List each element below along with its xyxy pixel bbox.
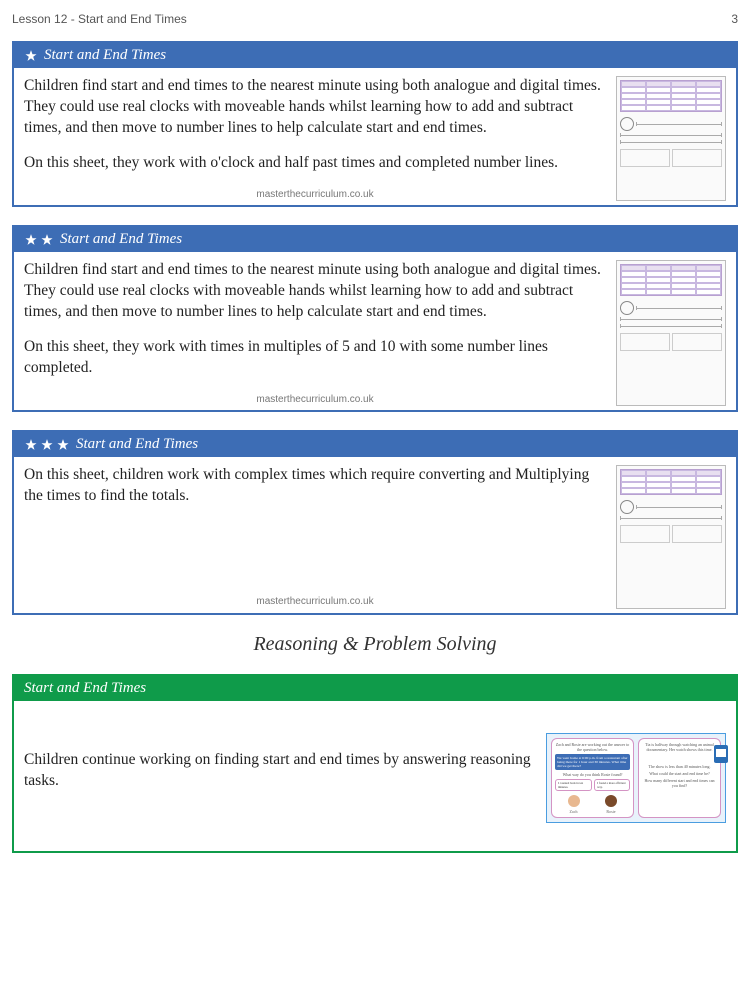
footer-watermark: masterthecurriculum.co.uk bbox=[24, 393, 606, 407]
avatar-icon bbox=[605, 795, 617, 807]
page-header: Lesson 12 - Start and End Times 3 bbox=[12, 12, 738, 26]
star-icon bbox=[56, 438, 70, 452]
avatar-icon bbox=[568, 795, 580, 807]
star-icon bbox=[24, 49, 38, 63]
lesson-title: Lesson 12 - Start and End Times bbox=[12, 12, 187, 26]
worksheet-thumbnail bbox=[616, 465, 726, 608]
card-text: Children continue working on finding sta… bbox=[24, 750, 536, 806]
card-header: Start and End Times bbox=[14, 43, 736, 68]
star-icon bbox=[24, 438, 38, 452]
card-header: Start and End Times bbox=[14, 432, 736, 457]
card-3star: Start and End Times On this sheet, child… bbox=[12, 430, 738, 614]
footer-watermark: masterthecurriculum.co.uk bbox=[24, 595, 606, 609]
star-rating bbox=[24, 49, 38, 63]
card-text: On this sheet, children work with comple… bbox=[24, 465, 606, 608]
card-reasoning: Start and End Times Children continue wo… bbox=[12, 674, 738, 853]
star-icon bbox=[40, 233, 54, 247]
card-header: Start and End Times bbox=[14, 227, 736, 252]
card-title: Start and End Times bbox=[24, 680, 146, 697]
star-icon bbox=[40, 438, 54, 452]
card-title: Start and End Times bbox=[76, 436, 198, 453]
card-2star: Start and End Times Children find start … bbox=[12, 225, 738, 412]
card-text: Children find start and end times to the… bbox=[24, 76, 606, 201]
star-rating bbox=[24, 438, 70, 452]
star-rating bbox=[24, 233, 54, 247]
reasoning-thumbnail: Zach and Rosie are working out the answe… bbox=[546, 733, 726, 823]
footer-watermark: masterthecurriculum.co.uk bbox=[24, 188, 606, 202]
section-title: Reasoning & Problem Solving bbox=[12, 633, 738, 656]
page-number: 3 bbox=[731, 12, 738, 26]
star-icon bbox=[24, 233, 38, 247]
worksheet-thumbnail bbox=[616, 260, 726, 406]
card-1star: Start and End Times Children find start … bbox=[12, 41, 738, 207]
card-title: Start and End Times bbox=[60, 231, 182, 248]
card-title: Start and End Times bbox=[44, 47, 166, 64]
worksheet-thumbnail bbox=[616, 76, 726, 201]
watch-icon bbox=[714, 745, 728, 763]
card-header: Start and End Times bbox=[14, 676, 736, 701]
card-text: Children find start and end times to the… bbox=[24, 260, 606, 406]
